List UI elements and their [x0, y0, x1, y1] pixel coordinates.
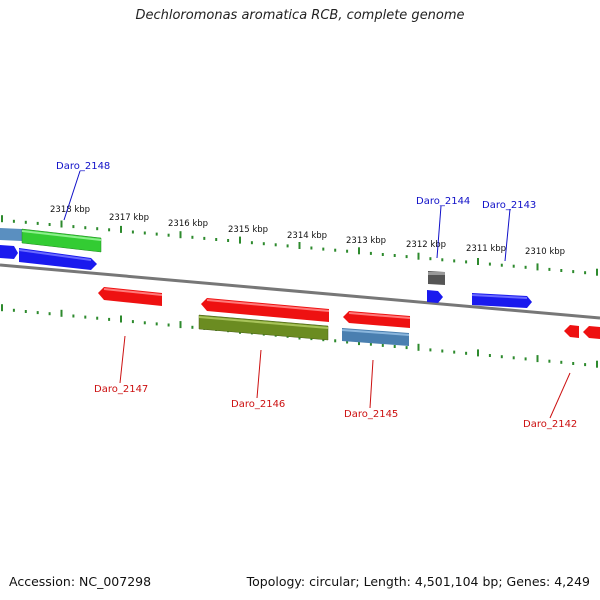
label-callouts [63, 170, 571, 419]
kbp-label-2314: 2314 kbp [287, 231, 327, 241]
scale-ticks-top [1, 215, 598, 276]
gene-highlight [103, 288, 163, 296]
label-daro-2145[interactable]: Daro_2145 [344, 409, 398, 420]
gene-daro-2144[interactable] [427, 290, 443, 303]
gene-forward-left-a[interactable] [0, 245, 18, 259]
accession-text: Accession: NC_007298 [9, 574, 152, 589]
gene-highlight [471, 294, 528, 299]
gene-highlight [428, 272, 445, 275]
kbp-labels: 2318 kbp 2317 kbp 2316 kbp 2315 kbp 2314… [50, 205, 565, 257]
gene-highlight [341, 329, 410, 336]
gene-daro-2142[interactable] [564, 325, 579, 338]
gene-daro-2146[interactable] [201, 298, 329, 322]
kbp-label-2311: 2311 kbp [466, 244, 506, 254]
gene-highlight [198, 316, 329, 329]
kbp-label-2316: 2316 kbp [168, 219, 208, 229]
gene-daro-2148-region[interactable] [0, 228, 22, 241]
label-daro-2146[interactable]: Daro_2146 [231, 399, 285, 410]
gene-highlight [18, 249, 92, 261]
callout-line [256, 349, 262, 399]
kbp-label-2318: 2318 kbp [50, 205, 90, 215]
kbp-label-2310: 2310 kbp [525, 247, 565, 257]
genome-summary-text: Topology: circular; Length: 4,501,104 bp… [246, 574, 590, 589]
label-daro-2142[interactable]: Daro_2142 [523, 419, 577, 430]
gene-daro-2145[interactable] [343, 311, 410, 328]
kbp-label-2313: 2313 kbp [346, 236, 386, 246]
callout-line [369, 359, 374, 409]
forward-genes [0, 228, 532, 308]
gene-daro-2147[interactable] [98, 287, 162, 306]
kbp-label-2317: 2317 kbp [109, 213, 149, 223]
gene-daro-2145-feature[interactable] [342, 328, 409, 346]
callout-line [504, 208, 511, 262]
gene-highlight [21, 230, 102, 241]
label-daro-2147[interactable]: Daro_2147 [94, 384, 148, 395]
genome-backbone [0, 263, 600, 320]
gene-reverse-right[interactable] [583, 326, 600, 339]
label-daro-2144[interactable]: Daro_2144 [416, 196, 470, 207]
label-daro-2148[interactable]: Daro_2148 [56, 161, 110, 172]
gene-labels: Daro_2148 Daro_2144 Daro_2143 Daro_2147 … [56, 161, 577, 430]
page-title: Dechloromonas aromatica RCB, complete ge… [135, 8, 465, 23]
callout-line [436, 205, 442, 259]
gene-daro-2148[interactable] [21, 228, 102, 253]
kbp-label-2315: 2315 kbp [228, 225, 268, 235]
gene-daro-2146-feature[interactable] [198, 314, 329, 341]
gene-highlight [206, 299, 330, 312]
callout-line [549, 372, 571, 419]
label-daro-2143[interactable]: Daro_2143 [482, 200, 536, 211]
kbp-label-2312: 2312 kbp [406, 240, 446, 250]
callout-line [119, 335, 126, 384]
gene-highlight [348, 312, 411, 319]
reverse-genes [98, 287, 600, 346]
callout-line [63, 170, 81, 221]
